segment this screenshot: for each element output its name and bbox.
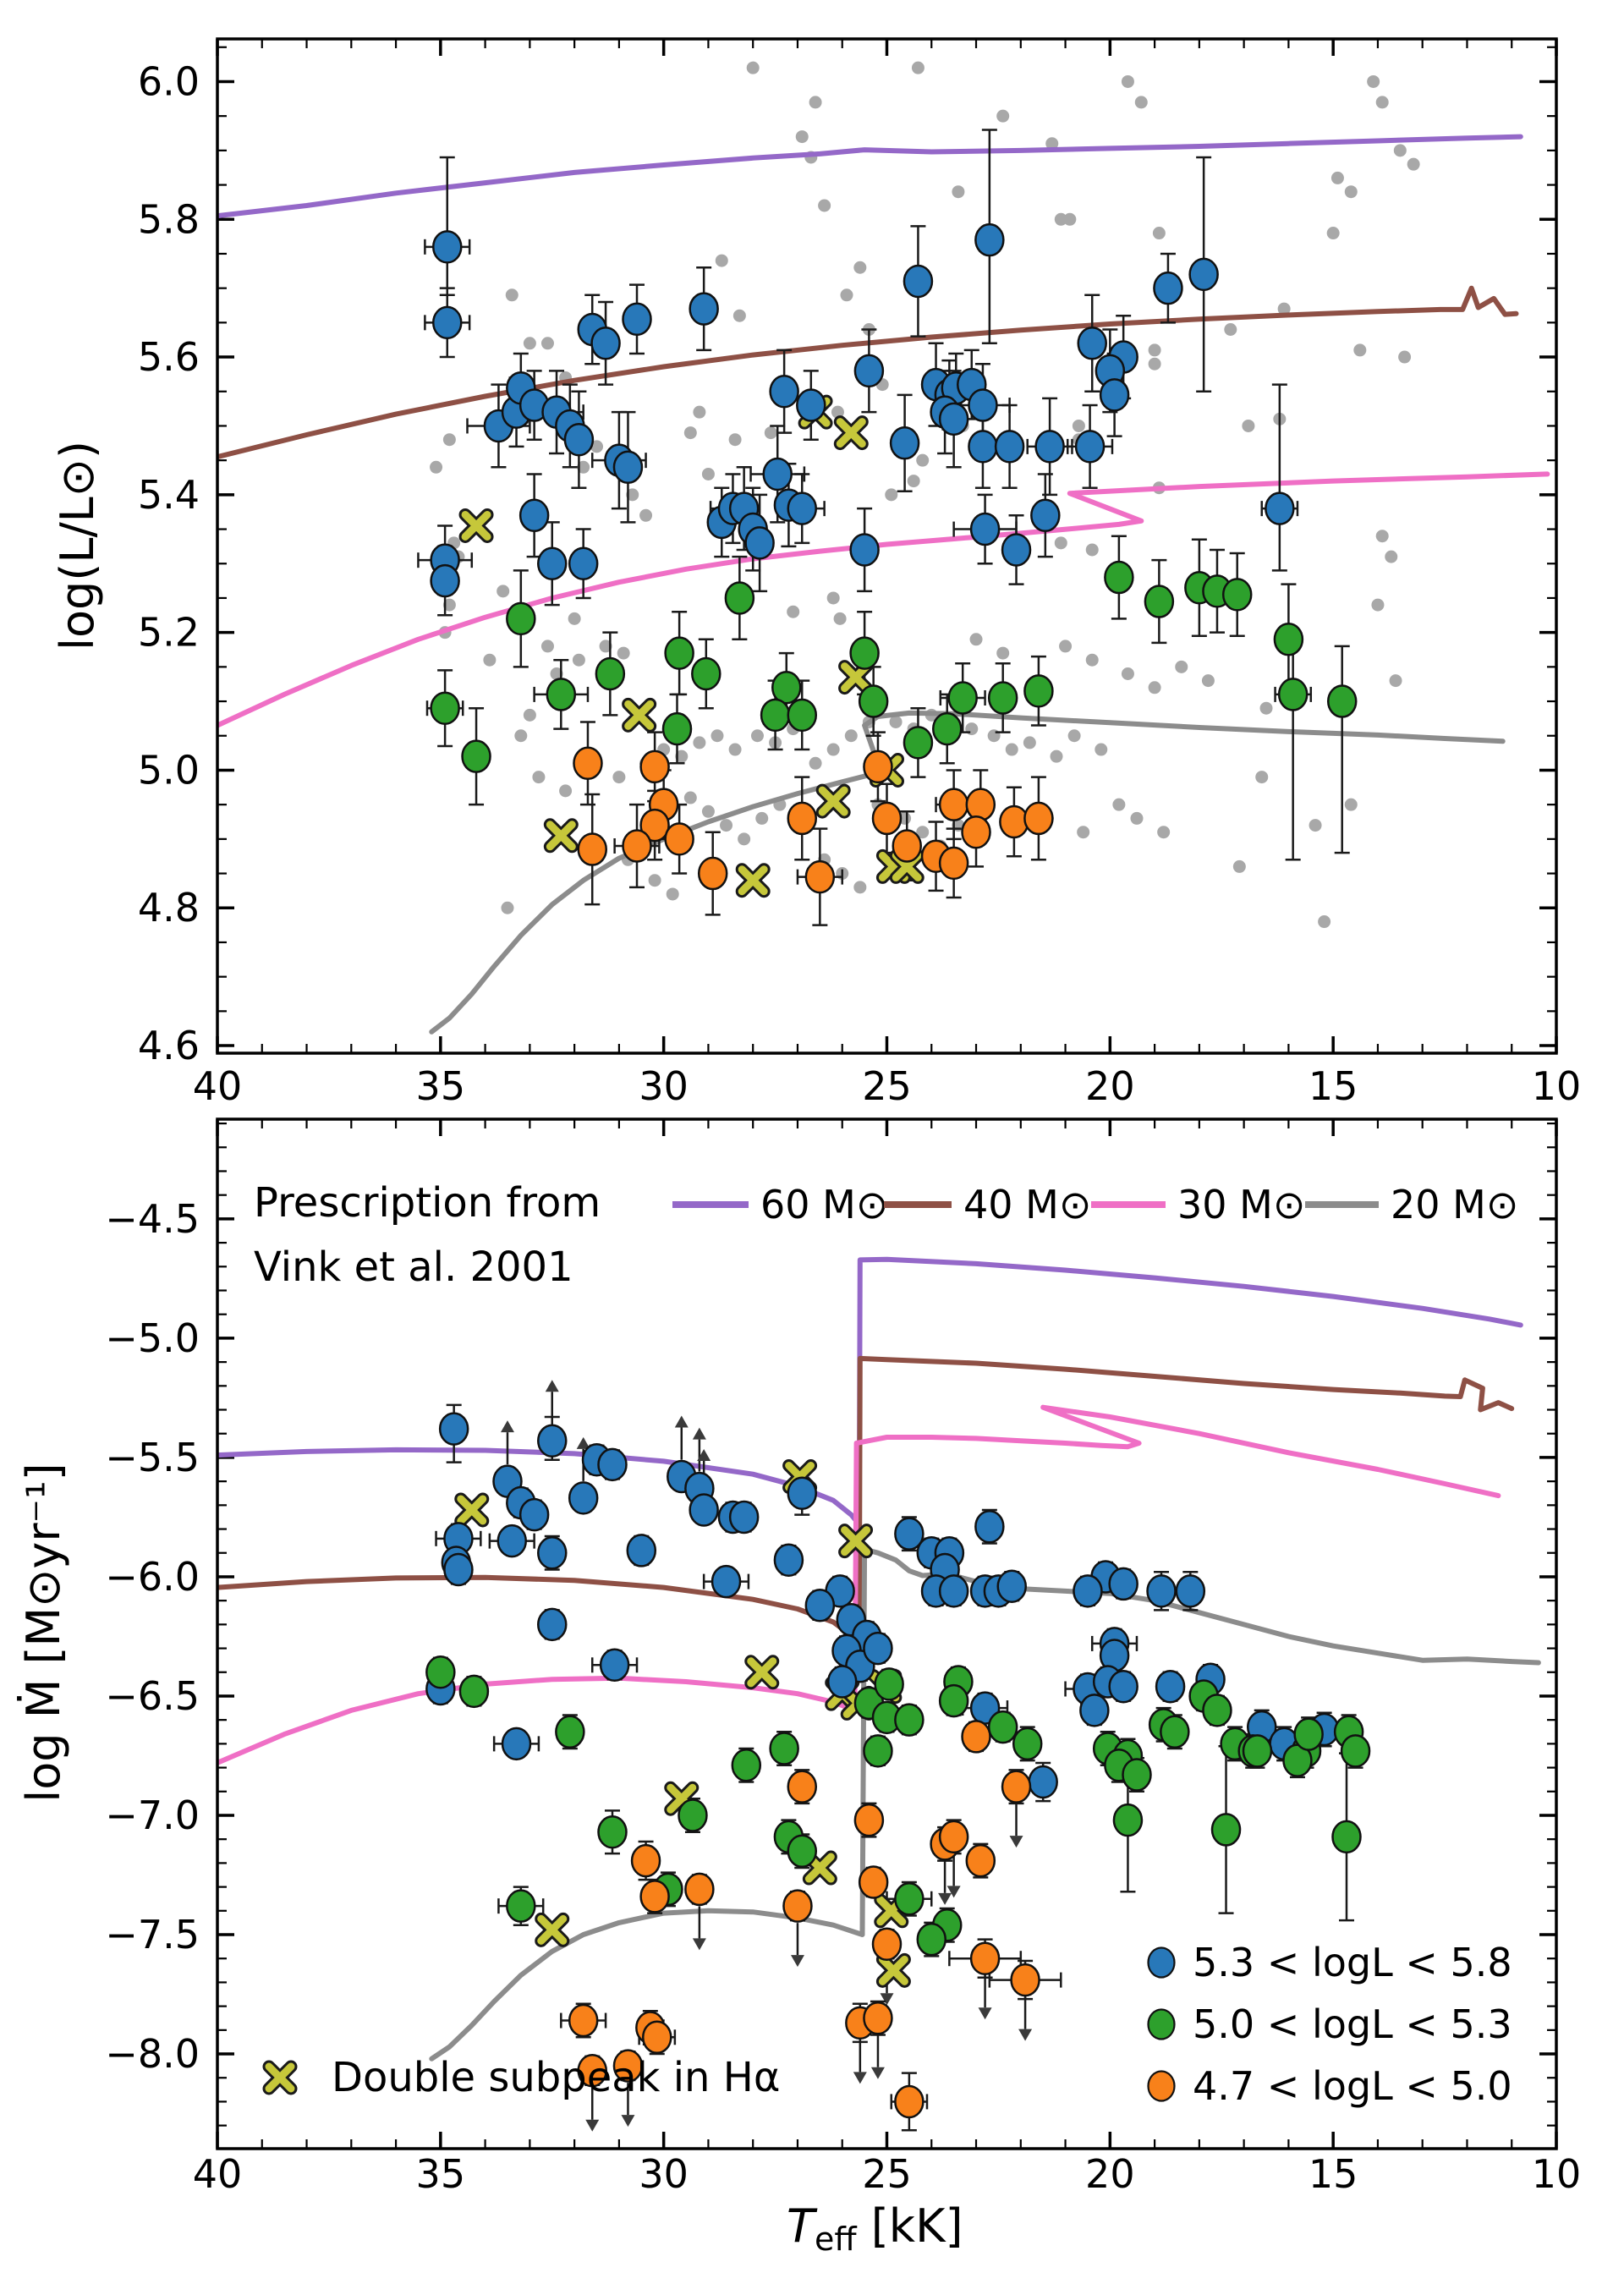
x-tick-label: 10: [1532, 2151, 1582, 2197]
x-tick-label: 25: [862, 2151, 912, 2197]
x-tick-label: 30: [639, 2151, 689, 2197]
y-tick-label: 5.6: [138, 334, 200, 380]
mdot-panel: 40 35 30 25 20 15 10 −4.5 −5.0 −5.5 −6.0 −6.5 −7.0 −7…: [17, 1117, 1581, 2258]
legend-marker: [1147, 2008, 1176, 2040]
x-tick-label: 15: [1309, 1063, 1358, 1109]
legend-title-line1: Prescription from: [254, 1179, 601, 1227]
x-tick-label: 30: [639, 1063, 689, 1109]
legend-point-label: 5.3 < logL < 5.8: [1193, 1940, 1512, 1985]
x-tick-label: 35: [416, 1063, 466, 1109]
x-tick-label: 40: [193, 2151, 243, 2197]
series-4.7-logL-5.0: [568, 1720, 1040, 2119]
halpha-legend-label: Double subpeak in Hα: [332, 2054, 780, 2101]
y-tick-label: −6.0: [105, 1554, 200, 1600]
x-tick-label: 40: [193, 1063, 243, 1109]
y-tick-label: −7.5: [105, 1912, 200, 1957]
y-axis-title: log Ṁ [M⊙yr⁻¹]: [17, 1463, 70, 1803]
x-tick-label: 10: [1532, 1063, 1582, 1109]
y-tick-label: 6.0: [138, 58, 200, 104]
x-tick-label: 35: [416, 2151, 466, 2197]
legend-title-line2: Vink et al. 2001: [254, 1244, 573, 1291]
series-4.7-logL-5.0: [573, 746, 1054, 894]
legend-point-label: 4.7 < logL < 5.0: [1193, 2063, 1512, 2109]
y-tick-label: 5.8: [138, 196, 200, 242]
track-40-M⊙: [217, 1355, 1515, 1651]
y-axis-title: log(L/L⊙): [51, 441, 104, 651]
x-tick-label: 25: [862, 1063, 912, 1109]
x-axis-title: Teff [kK]: [787, 2199, 963, 2258]
prescription-legend: Prescription from Vink et al. 2001 60 M⊙ 40…: [254, 1179, 1518, 1291]
legend-point-label: 5.0 < logL < 5.3: [1193, 2001, 1512, 2047]
legend-marker: [1147, 1946, 1176, 1979]
panel-spines: [216, 37, 1558, 1055]
series-5.0-logL-5.3: [430, 560, 1358, 773]
y-tick-label: −7.0: [105, 1793, 200, 1838]
track-30-M⊙: [217, 1404, 1501, 1765]
track-30-M⊙: [217, 471, 1550, 728]
legend-line-label: 40 M⊙: [963, 1182, 1091, 1227]
legend-marker: [1147, 2070, 1176, 2102]
y-tick-label: 5.0: [138, 747, 200, 793]
y-tick-label: 5.4: [138, 472, 200, 518]
track-20-M⊙: [429, 710, 1506, 1035]
luminosity-legend: 5.3 < logL < 5.8 5.0 < logL < 5.3 4.7 < lo…: [1147, 1940, 1512, 2109]
series-5.3-logL-5.8: [430, 222, 1295, 598]
panel-spines: [216, 1117, 1558, 2150]
y-tick-label: −5.0: [105, 1315, 200, 1361]
series-halpha-x: [458, 394, 924, 898]
x-tick-label: 15: [1309, 2151, 1358, 2197]
y-tick-label: 5.2: [138, 610, 200, 656]
track-20-M⊙: [429, 1546, 1541, 2062]
halpha-legend: Double subpeak in Hα: [262, 2054, 780, 2101]
legend-line-label: 20 M⊙: [1391, 1182, 1518, 1227]
legend-line-label: 60 M⊙: [760, 1182, 888, 1227]
x-tick-label: 20: [1085, 1063, 1135, 1109]
tick-labels: 40 35 30 25 20 15 10 −4.5 −5.0 −5.5 −6.0 −6.5 −7.0 −7…: [105, 1196, 1581, 2197]
series-gray-dots: [430, 61, 1420, 929]
axis-ticks: [216, 1119, 1558, 2149]
y-tick-label: −6.5: [105, 1673, 200, 1719]
y-tick-label: −5.5: [105, 1435, 200, 1480]
y-tick-label: 4.6: [138, 1023, 200, 1068]
y-tick-label: −8.0: [105, 2031, 200, 2077]
tick-labels: 40 35 30 25 20 15 10 6.0 5.8 5.6 5.4 5.2 5.0 4.8 4.6: [138, 58, 1581, 1109]
legend-line-label: 30 M⊙: [1177, 1182, 1305, 1227]
y-tick-label: 4.8: [138, 885, 200, 931]
y-tick-label: −4.5: [105, 1196, 200, 1242]
series-5.3-logL-5.8: [425, 1412, 1340, 1799]
x-tick-label: 20: [1085, 2151, 1135, 2197]
hrd-panel: 40 35 30 25 20 15 10 6.0 5.8 5.6 5.4 5.2 5.0 4.8 4.6 lo…: [51, 37, 1581, 1109]
track-60-M⊙: [217, 134, 1523, 219]
